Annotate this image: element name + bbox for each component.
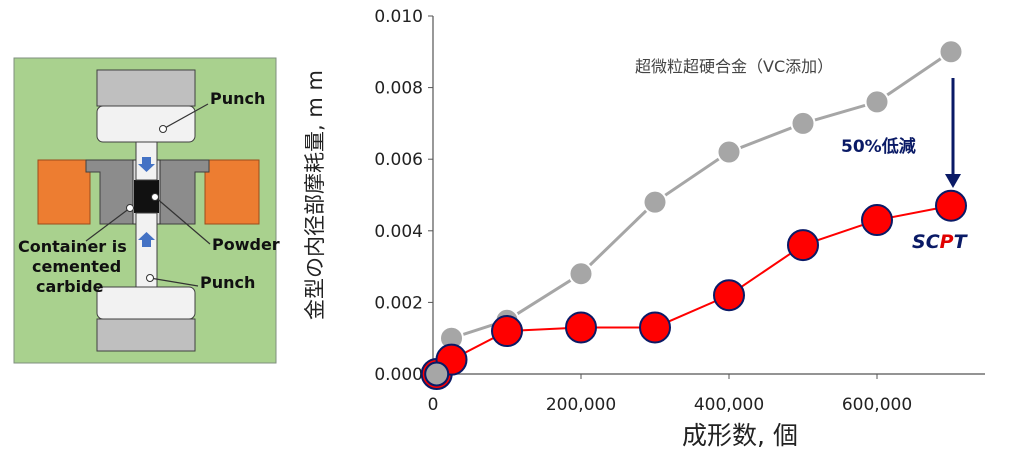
y-tick-label: 0.010 [374, 7, 423, 27]
down-arrow-icon [138, 157, 155, 172]
data-point [938, 39, 964, 65]
leader-dot-powder [151, 193, 159, 201]
y-tick-label: 0.004 [374, 222, 423, 242]
label-container-line3: carbide [36, 277, 104, 296]
scpt-letter-p: P [940, 231, 954, 253]
x-axis-label: 成形数, 個 [682, 421, 798, 450]
up-arrow-icon [138, 232, 155, 247]
series-scpt [420, 189, 967, 390]
data-point [935, 189, 967, 222]
data-point [639, 311, 671, 344]
origin-point [424, 361, 450, 387]
data-point [568, 261, 594, 287]
plot-frame [432, 16, 985, 375]
scpt-letter-s: S [912, 231, 926, 253]
label-punch-top: Punch [210, 89, 265, 108]
x-tick-label: 600,000 [842, 395, 912, 415]
data-point [861, 204, 893, 237]
leader-dot-bottom [146, 274, 154, 282]
x-tick-label: 400,000 [694, 395, 764, 415]
data-point [787, 229, 819, 262]
top-punch-holder [96, 69, 196, 107]
data-point [642, 189, 668, 215]
die-outer-right [204, 159, 260, 225]
data-point [864, 89, 890, 115]
leader-dot-container [126, 204, 134, 212]
y-tick-label: 0.000 [374, 365, 423, 385]
bottom-punch-holder [96, 318, 196, 352]
label-container-line2: cemented [32, 257, 121, 276]
reduction-arrow-icon [945, 174, 961, 188]
die-outer-left [37, 159, 91, 225]
reduction-label: 50%低減 [841, 136, 916, 157]
y-tick-label: 0.006 [374, 150, 423, 170]
y-tick-label: 0.002 [374, 293, 423, 313]
label-punch-bottom: Punch [200, 273, 255, 292]
y-axis-label: 金型の内径部摩耗量, m m [303, 70, 327, 320]
series-label-vc: 超微粒超硬合金（VC添加） [635, 57, 833, 76]
x-tick-label: 0 [428, 395, 439, 415]
y-tick-label: 0.008 [374, 79, 423, 99]
compaction-die-diagram: Punch Powder Container is cemented carbi… [13, 57, 280, 364]
data-point [716, 139, 742, 165]
data-point [713, 279, 745, 312]
scpt-letter-t: T [954, 231, 969, 253]
scpt-label: SCPT [912, 231, 969, 253]
data-point [491, 315, 523, 348]
data-point [790, 110, 816, 136]
scpt-letter-c: C [926, 231, 940, 253]
leader-dot-top [159, 125, 167, 133]
label-container-line1: Container is [18, 237, 127, 256]
data-point [565, 311, 597, 344]
leader-lines [85, 103, 211, 287]
x-tick-label: 200,000 [546, 395, 616, 415]
label-powder: Powder [212, 235, 280, 254]
